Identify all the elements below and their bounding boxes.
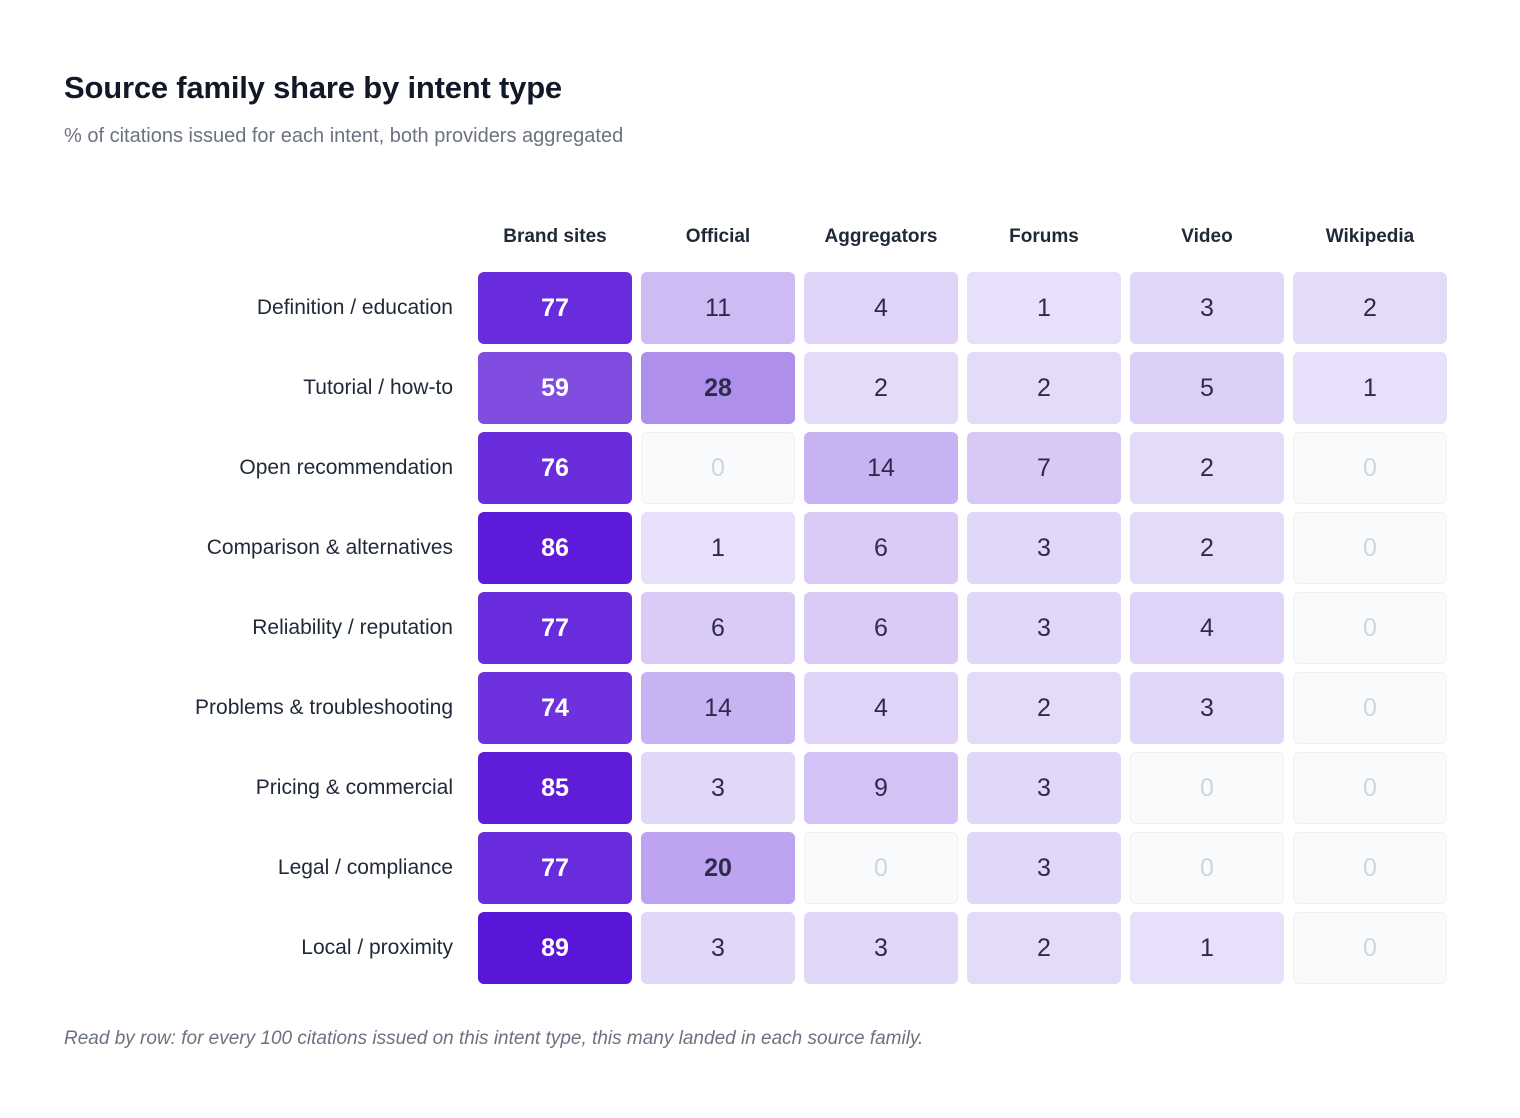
heatmap-cell: 2 [967,352,1121,424]
heatmap-cell: 4 [804,672,958,744]
heatmap-cell: 85 [478,752,632,824]
heatmap-cell: 3 [1130,672,1284,744]
heatmap-cell: 2 [1130,512,1284,584]
row-label: Reliability / reputation [252,616,453,639]
heatmap-cell: 1 [641,512,795,584]
heatmap-cell: 0 [1293,432,1447,504]
heatmap-cell: 0 [1130,832,1284,904]
heatmap-cell: 5 [1130,352,1284,424]
column-header: Wikipedia [1325,226,1415,247]
heatmap-cell: 0 [1130,752,1284,824]
row-label: Pricing & commercial [255,776,453,799]
heatmap-cell: 14 [804,432,958,504]
heatmap-cell: 6 [804,512,958,584]
heatmap-cell: 3 [967,832,1121,904]
heatmap-cell: 7 [967,432,1121,504]
heatmap-cell: 77 [478,272,632,344]
heatmap-cell: 4 [804,272,958,344]
chart-footnote: Read by row: for every 100 citations iss… [64,1028,924,1049]
heatmap-cell: 0 [804,832,958,904]
heatmap-cell: 77 [478,592,632,664]
heatmap-cell: 3 [1130,272,1284,344]
heatmap-cell: 0 [1293,752,1447,824]
column-header: Forums [1009,226,1079,247]
chart-subtitle: % of citations issued for each intent, b… [64,125,624,147]
heatmap-cell: 3 [967,592,1121,664]
heatmap-cell: 0 [1293,592,1447,664]
heatmap-cell: 2 [967,672,1121,744]
heatmap-cell: 1 [1130,912,1284,984]
heatmap-cell: 3 [967,752,1121,824]
column-header: Aggregators [824,226,938,247]
row-label: Problems & troubleshooting [195,696,453,719]
heatmap-cell: 89 [478,912,632,984]
row-label: Legal / compliance [277,856,453,879]
heatmap-cell: 11 [641,272,795,344]
chart-title: Source family share by intent type [64,70,562,105]
heatmap-cell: 1 [1293,352,1447,424]
heatmap-cell: 0 [1293,832,1447,904]
heatmap-cell: 6 [641,592,795,664]
heatmap-cell: 1 [967,272,1121,344]
heatmap-cell: 86 [478,512,632,584]
row-label: Comparison & alternatives [206,536,453,559]
column-header: Official [685,226,751,247]
heatmap-cell: 0 [1293,912,1447,984]
heatmap-cell: 3 [804,912,958,984]
heatmap-cell: 2 [804,352,958,424]
heatmap-cell: 0 [1293,672,1447,744]
row-label: Open recommendation [239,456,453,479]
heatmap-cell: 76 [478,432,632,504]
heatmap-cell: 2 [1130,432,1284,504]
heatmap-cell: 0 [1293,512,1447,584]
heatmap-cell: 2 [1293,272,1447,344]
heatmap-cell: 4 [1130,592,1284,664]
heatmap-cell: 74 [478,672,632,744]
heatmap-cell: 28 [641,352,795,424]
heatmap-cell: 3 [967,512,1121,584]
heatmap-cell: 3 [641,912,795,984]
heatmap-cell: 14 [641,672,795,744]
heatmap-cell: 20 [641,832,795,904]
heatmap-cell: 2 [967,912,1121,984]
heatmap-cell: 6 [804,592,958,664]
heatmap-cell: 59 [478,352,632,424]
row-label: Local / proximity [301,936,453,959]
column-header: Brand sites [503,226,607,247]
row-label: Tutorial / how-to [303,376,453,399]
row-label: Definition / education [256,296,453,319]
heatmap-cell: 9 [804,752,958,824]
heatmap-cell: 0 [641,432,795,504]
heatmap-cell: 3 [641,752,795,824]
column-header: Video [1181,226,1233,247]
heatmap-cell: 77 [478,832,632,904]
